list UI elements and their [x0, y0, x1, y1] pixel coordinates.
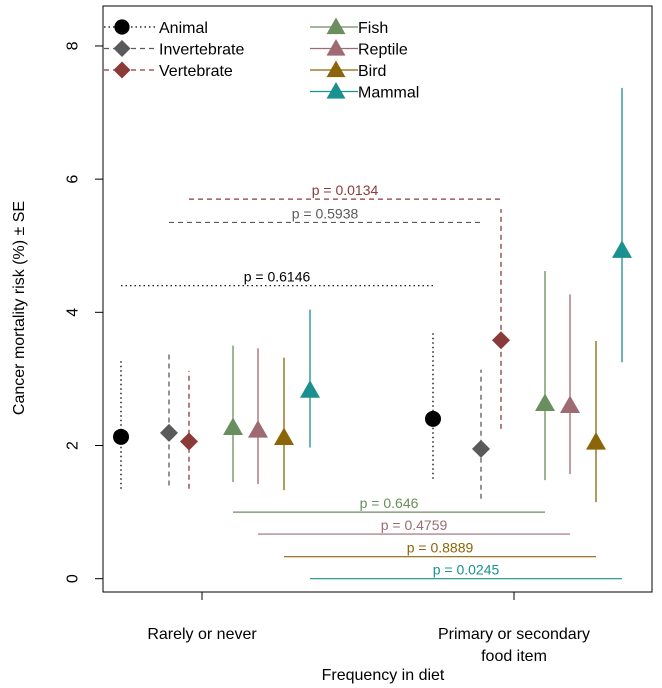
legend-label-invertebrate: Invertebrate	[159, 42, 244, 59]
point-invertebrate	[472, 439, 490, 458]
legend-label-animal: Animal	[159, 20, 208, 37]
point-fish	[223, 417, 243, 436]
y-tick-label: 6	[65, 175, 82, 184]
legend-label-reptile: Reptile	[358, 42, 408, 59]
legend-marker-animal	[114, 19, 130, 35]
p-value-invertebrate: p = 0.5938	[292, 205, 359, 221]
point-animal	[113, 428, 129, 445]
y-tick-label: 4	[65, 308, 82, 317]
plot-frame	[102, 5, 653, 593]
legend-marker-bird	[326, 60, 346, 78]
legend-marker-invertebrate	[113, 39, 131, 58]
plot-border	[102, 5, 653, 593]
point-vertebrate	[180, 432, 198, 451]
p-value-fish: p = 0.646	[360, 495, 419, 511]
legend-label-vertebrate: Vertebrate	[159, 63, 233, 80]
point-mammal	[300, 380, 320, 398]
legend-label-mammal: Mammal	[358, 85, 419, 102]
y-tick-label: 2	[65, 441, 82, 450]
y-tick-label: 0	[65, 574, 82, 583]
point-bird	[274, 427, 294, 446]
legend-label-bird: Bird	[358, 63, 386, 80]
legend-marker-fish	[326, 17, 346, 35]
point-reptile	[560, 395, 580, 414]
point-fish	[535, 393, 555, 412]
p-value-reptile: p = 0.4759	[381, 517, 448, 533]
p-value-vertebrate: p = 0.0134	[312, 182, 379, 198]
legend: Animal Invertebrate Vertebrate Fish Reptile B…	[104, 17, 419, 102]
p-value-bird: p = 0.8889	[407, 540, 474, 556]
x-tick-label: Primary or secondary	[438, 626, 590, 643]
p-value-animal: p = 0.6146	[244, 269, 311, 285]
x-axis: Rarely or never Primary or secondary food …	[147, 592, 590, 665]
legend-marker-mammal	[326, 82, 346, 99]
x-tick-label: food item	[481, 648, 547, 665]
legend-label-fish: Fish	[358, 20, 388, 37]
p-value-mammal: p = 0.0245	[433, 562, 500, 578]
x-axis-label: Frequency in diet	[322, 667, 445, 684]
point-mammal	[612, 240, 632, 258]
y-axis-label: Cancer mortality risk (%) ± SE	[11, 201, 28, 415]
data-markers	[113, 240, 632, 458]
y-tick-label: 8	[65, 41, 82, 50]
point-invertebrate	[160, 423, 178, 442]
legend-marker-vertebrate	[113, 61, 131, 79]
point-reptile	[248, 420, 268, 438]
error-bars	[120, 87, 623, 503]
point-animal	[425, 410, 441, 427]
comparison-lines: p = 0.0134 p = 0.5938 p = 0.6146 p = 0.646 p…	[121, 182, 622, 580]
legend-marker-reptile	[326, 39, 346, 56]
point-bird	[586, 432, 606, 450]
x-tick-label: Rarely or never	[147, 626, 257, 643]
point-vertebrate	[492, 331, 510, 350]
y-axis: 0 2 4 6 8	[65, 41, 103, 583]
